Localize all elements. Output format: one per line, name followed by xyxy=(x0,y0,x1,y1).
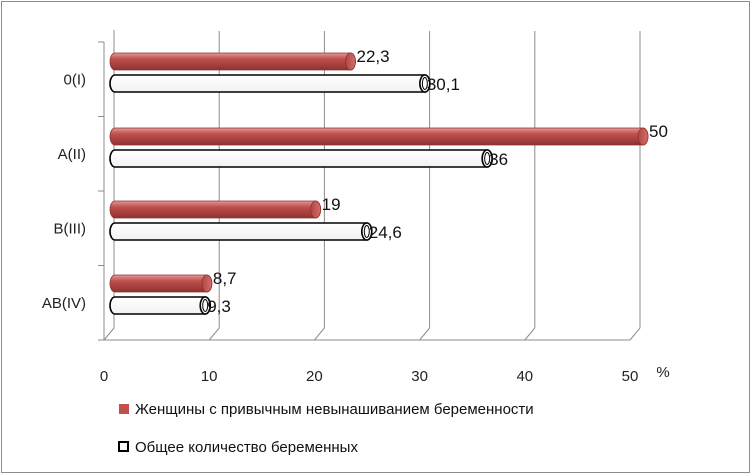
tick-labels: 0 10 20 30 40 50 % 0(I) A(II) B(III) AB(IV) xyxy=(42,71,670,385)
floor-line-30 xyxy=(419,327,430,341)
legend-label-series1: Женщины с привычным невынашиванием берем… xyxy=(135,401,534,418)
bar-series2-1 xyxy=(109,149,493,168)
bar-series1-0 xyxy=(109,52,356,71)
bar-series1-2 xyxy=(109,200,322,219)
floor-line-50 xyxy=(629,327,641,341)
floor-line-20 xyxy=(314,327,325,341)
bars xyxy=(109,52,649,315)
legend-swatch-series2 xyxy=(118,441,129,452)
x-tick-label: 30 xyxy=(411,368,428,385)
data-label-series1: 22,3 xyxy=(356,47,389,66)
data-labels: 22,3 30,1 50 36 19 24,6 8,7 9,3 xyxy=(207,47,668,316)
data-label-series1: 8,7 xyxy=(213,269,237,288)
x-tick-label: 50 xyxy=(622,368,639,385)
data-label-series2: 36 xyxy=(489,150,508,169)
data-label-series1: 19 xyxy=(322,195,341,214)
category-label: AB(IV) xyxy=(42,295,86,312)
legend-label-series2: Общее количество беременных xyxy=(135,439,358,456)
category-label: A(II) xyxy=(58,146,86,163)
data-label-series1: 50 xyxy=(649,122,668,141)
category-label: 0(I) xyxy=(64,71,87,88)
x-tick-label: 40 xyxy=(516,368,533,385)
legend: Женщины с привычным невынашиванием берем… xyxy=(118,401,534,456)
bar-series2-3 xyxy=(109,296,212,315)
floor-line-0 xyxy=(103,327,115,341)
x-tick-label: 0 xyxy=(100,368,108,385)
bar-series2-2 xyxy=(109,222,373,241)
x-unit-label: % xyxy=(656,364,669,381)
bar-series2-0 xyxy=(109,74,431,93)
floor-line-10 xyxy=(208,327,220,341)
category-label: B(III) xyxy=(54,220,87,237)
data-label-series2: 24,6 xyxy=(369,223,402,242)
bar-series1-3 xyxy=(109,274,213,293)
bar-series1-1 xyxy=(109,127,649,146)
x-tick-label: 10 xyxy=(201,368,218,385)
x-tick-label: 20 xyxy=(306,368,323,385)
legend-swatch-series1 xyxy=(119,404,129,414)
floor-line-40 xyxy=(524,327,536,341)
data-label-series2: 9,3 xyxy=(207,297,231,316)
data-label-series2: 30,1 xyxy=(427,75,460,94)
